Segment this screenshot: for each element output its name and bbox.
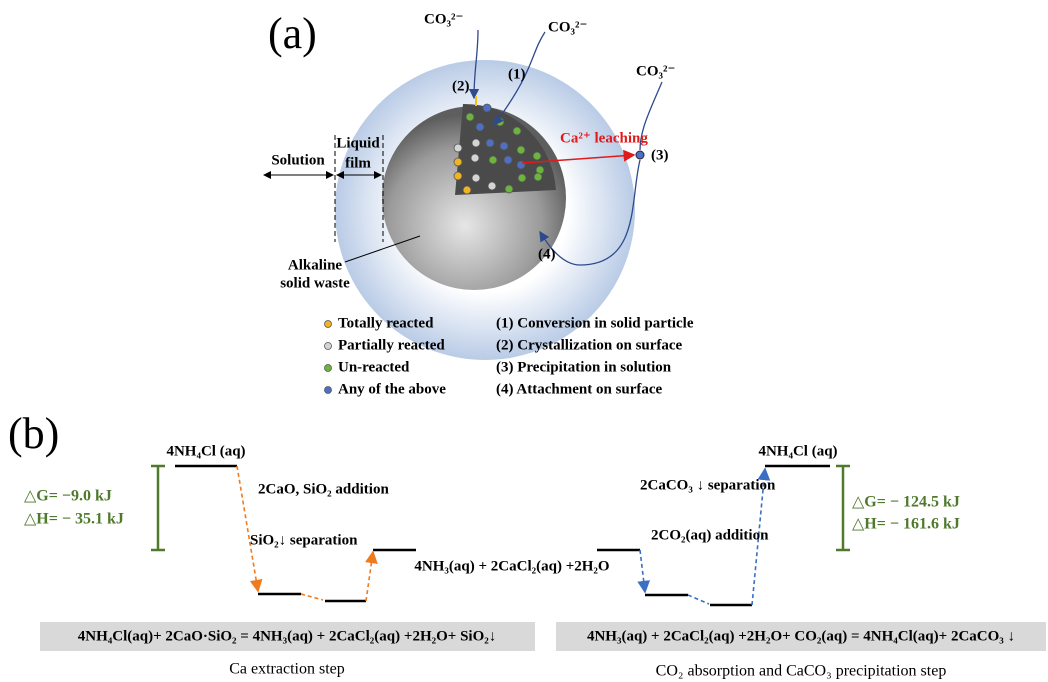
particle-dot <box>471 154 479 162</box>
legend-label: Un-reacted <box>338 359 410 375</box>
particle-dot <box>472 174 480 182</box>
gibbs-energy: △G= −9.0 kJ <box>24 488 112 505</box>
species-label: 4NH₄Cl (aq) <box>166 443 245 459</box>
solution-label: Solution <box>271 152 325 168</box>
carbonate-label: CO₃²⁻ <box>548 19 587 35</box>
pathway-number: (2) <box>452 78 470 94</box>
particle-dot <box>483 104 491 112</box>
particle-dot <box>486 139 494 147</box>
particle-dot <box>500 142 508 150</box>
particle-dot <box>517 146 525 154</box>
pathway-description: (2) Crystallization on surface <box>496 337 683 353</box>
waste-label: Alkaline <box>288 257 343 273</box>
particle-dot <box>505 185 513 193</box>
legend-dot <box>325 387 332 394</box>
page: {"panel_a": { "label": "(a)", "carbonate… <box>0 0 1048 682</box>
particle-dot <box>489 156 497 164</box>
legend-label: Totally reacted <box>338 315 434 331</box>
enthalpy: △H= − 35.1 kJ <box>24 511 124 528</box>
caption: CO₂ absorption and CaCO₃ precipitation s… <box>656 663 947 680</box>
carbonate-label: CO₃²⁻ <box>636 63 675 79</box>
leaching-label: Ca²⁺ leaching <box>560 130 648 146</box>
particle-dot <box>488 182 496 190</box>
particle-dot <box>476 123 484 131</box>
pathway-number: (3) <box>651 147 669 163</box>
pathway-description: (3) Precipitation in solution <box>496 359 672 375</box>
particle-dot <box>466 113 474 121</box>
legend-label: Partially reacted <box>338 337 445 353</box>
equation: 4NH₃(aq) + 2CaCl₂(aq) +2H₂O+ CO₂(aq) = 4… <box>587 628 1015 644</box>
film-label: Liquid <box>336 135 380 151</box>
transition-arrow <box>366 552 373 601</box>
film-label: film <box>345 155 371 171</box>
particle-dot <box>463 186 471 194</box>
particle-dot <box>513 127 521 135</box>
equation: 4NH₄Cl(aq)+ 2CaO·SiO₂ = 4NH₃(aq) + 2CaCl… <box>78 628 497 644</box>
transition-arrow <box>640 550 645 592</box>
pathway-description: (1) Conversion in solid particle <box>496 315 694 331</box>
particle-dot <box>533 152 541 160</box>
transition-arrow <box>237 466 258 591</box>
particle-dot <box>534 173 542 181</box>
particle-dot <box>472 139 480 147</box>
particle-dot <box>454 144 462 152</box>
step-label: 2CaO, SiO₂ addition <box>258 481 389 497</box>
species-label: 4NH₃(aq) + 2CaCl₂(aq) +2H₂O <box>414 558 609 574</box>
gibbs-energy: △G= − 124.5 kJ <box>852 494 960 511</box>
waste-label: solid waste <box>280 275 350 291</box>
panel-label: (b) <box>8 409 59 458</box>
step-label: 2CaCO₃ ↓ separation <box>640 477 776 493</box>
panel-label: (a) <box>268 9 317 58</box>
legend-dot <box>325 343 332 350</box>
step-label: 2CO₂(aq) addition <box>651 527 769 543</box>
carbonate-label: CO₃²⁻ <box>424 11 463 27</box>
legend-dot <box>325 321 332 328</box>
transition-arrow <box>688 595 709 604</box>
particle-dot <box>454 172 462 180</box>
transition-arrow <box>301 594 323 600</box>
particle-dot <box>496 118 504 126</box>
species-label: 4NH₄Cl (aq) <box>758 443 837 459</box>
legend-dot <box>325 365 332 372</box>
legend-label: Any of the above <box>338 381 446 397</box>
enthalpy: △H= − 161.6 kJ <box>852 516 960 533</box>
caption: Ca extraction step <box>229 661 345 678</box>
particle-dot <box>504 156 512 164</box>
step-label: SiO₂↓ separation <box>250 532 358 548</box>
particle-dot <box>518 174 526 182</box>
diagram: (a) Solution Liquid film Alkaline solid … <box>0 0 1048 682</box>
particle-dot <box>454 158 462 166</box>
pathway-description: (4) Attachment on surface <box>496 381 663 397</box>
pathway-number: (1) <box>508 66 526 82</box>
pathway-number: (4) <box>538 246 556 262</box>
ion-dot <box>636 151 644 159</box>
